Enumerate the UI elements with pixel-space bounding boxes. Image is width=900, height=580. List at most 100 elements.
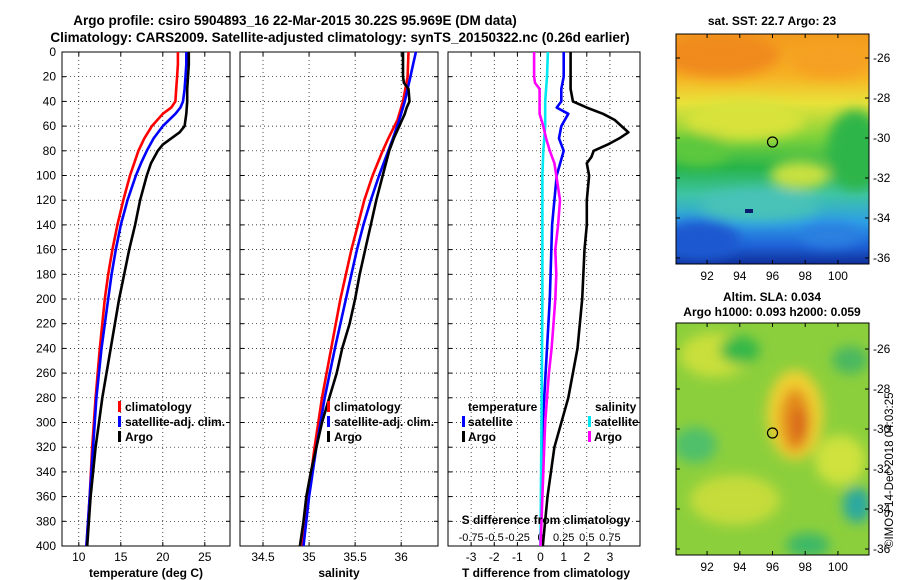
sla-low-patch [676, 427, 717, 463]
depth-tick-label: 60 [43, 119, 57, 133]
sst-yellow-patch [770, 161, 830, 189]
title-line-2: Climatology: CARS2009. Satellite-adjuste… [50, 30, 629, 45]
x-tick-label: 0 [537, 550, 544, 564]
legend-label-temp-satellite: satellite [468, 415, 513, 429]
salinity-diff-tick-label: 0.25 [553, 532, 574, 544]
salinity-diff-tick-label: 0.75 [599, 532, 620, 544]
salinity-diff-tick-label: -0.5 [485, 532, 504, 544]
depth-tick-label: 180 [36, 267, 56, 281]
lat-tick-label: -34 [873, 211, 891, 225]
title-line-1: Argo profile: csiro 5904893_16 22-Mar-20… [73, 13, 516, 28]
lon-tick-label: 92 [700, 269, 714, 283]
series-line-argo [298, 52, 411, 547]
lat-tick-label: -26 [873, 51, 891, 65]
lat-tick-label: -28 [873, 382, 891, 396]
lat-tick-label: -36 [873, 251, 891, 265]
depth-tick-label: 200 [36, 292, 56, 306]
lat-tick-label: -32 [873, 462, 891, 476]
lat-tick-label: -30 [873, 422, 891, 436]
sla-low-patch [720, 336, 760, 364]
sst-map-title: sat. SST: 22.7 Argo: 23 [708, 14, 837, 28]
x-tick-label: -3 [466, 550, 477, 564]
sla-map-subtitle: Argo h1000: 0.093 h2000: 0.059 [683, 305, 861, 319]
sst-warm-patch [676, 34, 780, 77]
difference-xlabel: T difference from climatology [462, 566, 630, 580]
x-tick-label: 25 [198, 550, 212, 564]
legend-label-sal-satellite: satellite [594, 415, 639, 429]
sla-map-title: Altim. SLA: 0.034 [723, 290, 821, 304]
x-tick-label: 34.5 [251, 550, 275, 564]
sst-green-patch [676, 134, 730, 166]
sst-dark-spot [745, 209, 753, 213]
x-tick-label: 1 [560, 550, 567, 564]
lon-tick-label: 96 [766, 560, 780, 574]
temperature-legend: climatology satellite-adj. clim. Argo [118, 400, 225, 444]
lat-tick-label: -32 [873, 171, 891, 185]
depth-tick-label: 280 [36, 391, 56, 405]
legend-label-argo: Argo [125, 430, 153, 444]
temperature-panel: 0 20 40 60 80 100 120 140 160 180 200 220 240 260 280 3… [36, 45, 231, 580]
legend-label-satellite: satellite-adj. clim. [334, 415, 434, 429]
salinity-legend: climatology satellite-adj. clim. Argo [327, 400, 434, 444]
difference-legend: temperature satellite Argo salinity sate… [462, 400, 639, 444]
x-tick-label: 2 [583, 550, 590, 564]
lat-tick-label: -28 [873, 91, 891, 105]
legend-label-climatology: climatology [125, 400, 192, 414]
legend-swatch-temp-satellite [462, 416, 465, 427]
salinity-x-axis: 34.5 35 35.5 36 [251, 52, 408, 564]
depth-tick-label: 400 [36, 539, 56, 553]
x-tick-label: 35.5 [343, 550, 367, 564]
sla-map-image [676, 323, 869, 555]
depth-tick-label: 300 [36, 416, 56, 430]
sst-green-patch [827, 110, 869, 190]
series-line-temperature-argo [541, 52, 630, 547]
legend-swatch-temp-argo [462, 431, 465, 442]
x-tick-label: 10 [72, 550, 86, 564]
series-line-salinity-argo [532, 52, 562, 547]
salinity-diff-tick-label: -0.75 [459, 532, 484, 544]
legend-swatch-satellite [118, 416, 121, 427]
sla-map-axes: -26 -28 -30 -32 -34 -36 92 94 96 98 100 [676, 323, 891, 574]
salinity-diff-tick-label: 0.5 [579, 532, 594, 544]
depth-tick-label: 380 [36, 514, 56, 528]
sst-warm-patch [790, 42, 869, 78]
sla-low-patch [786, 533, 830, 555]
depth-tick-label: 80 [43, 144, 57, 158]
legend-label-satellite: satellite-adj. clim. [125, 415, 225, 429]
difference-secondary-label: S difference from climatology [462, 513, 631, 527]
depth-tick-label: 340 [36, 465, 56, 479]
depth-tick-label: 100 [36, 169, 56, 183]
difference-panel: -3 -2 -1 0 1 2 3 -0.75 -0.5 -0.25 0 0.25 0.5 0.75 S … [447, 51, 641, 580]
depth-tick-label: 0 [49, 45, 56, 59]
temperature-frame [61, 51, 231, 547]
x-tick-label: 36 [394, 550, 408, 564]
depth-tick-label: 140 [36, 218, 56, 232]
salinity-diff-tick-label: -0.25 [505, 532, 530, 544]
lat-tick-label: -34 [873, 502, 891, 516]
lat-tick-label: -36 [873, 542, 891, 556]
credit-text: ©IMOS 14-Dec-2018 04:03:25 [884, 392, 896, 548]
depth-tick-label: 360 [36, 490, 56, 504]
lon-tick-label: 98 [799, 560, 813, 574]
depth-tick-label: 40 [43, 94, 57, 108]
series-line-temperature-satellite [539, 52, 570, 547]
depth-tick-label: 20 [43, 70, 57, 84]
sst-yellow-patch [685, 100, 805, 140]
salinity-lines [298, 51, 418, 547]
sla-low-patch [832, 346, 868, 374]
legend-swatch-sal-satellite [588, 416, 591, 427]
x-tick-label: -1 [512, 550, 523, 564]
argo-position-marker [766, 427, 779, 439]
temperature-lines [85, 52, 191, 547]
lon-tick-label: 92 [700, 560, 714, 574]
sla-low-patch [843, 487, 869, 523]
legend-label-sal-argo: Argo [594, 430, 622, 444]
depth-tick-label: 260 [36, 366, 56, 380]
legend-swatch-sal-argo [588, 431, 591, 442]
sla-map-panel: Altim. SLA: 0.034 Argo h1000: 0.093 h200… [675, 290, 891, 574]
legend-swatch-argo [327, 431, 330, 442]
legend-swatch-satellite [327, 416, 330, 427]
depth-tick-label: 220 [36, 317, 56, 331]
sst-map-axes: -26 -28 -30 -32 -34 -36 92 94 96 98 100 [676, 34, 891, 283]
